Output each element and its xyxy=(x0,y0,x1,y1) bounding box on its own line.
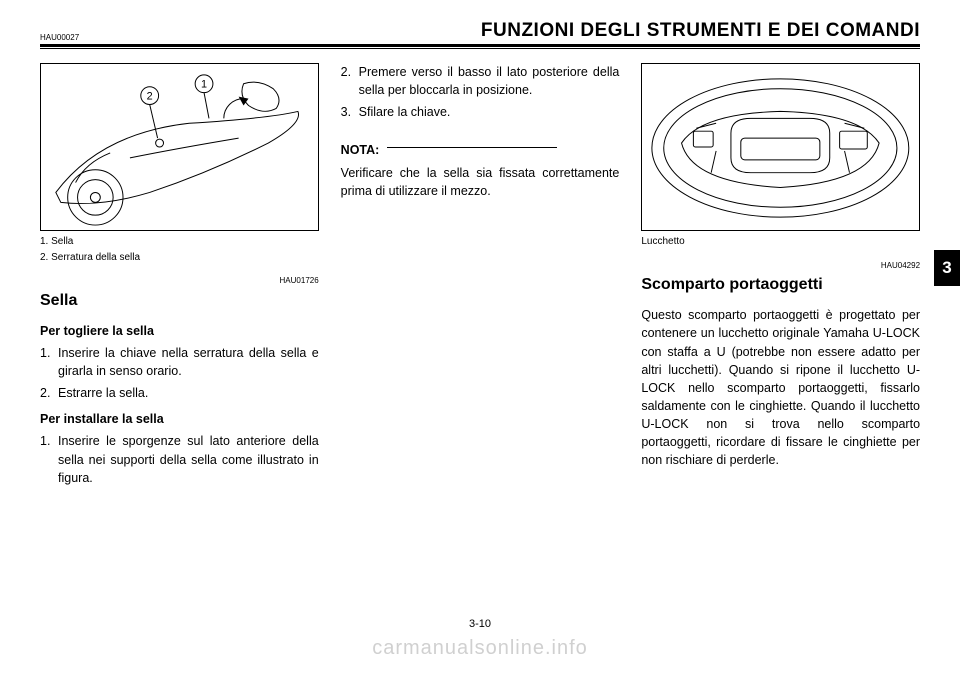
nota-rule xyxy=(387,147,557,148)
ref-code: HAU01726 xyxy=(40,275,319,287)
subsection-heading: Per installare la sella xyxy=(40,410,319,428)
section-heading: Sella xyxy=(40,289,319,312)
nota-text: Verificare che la sella sia fissata corr… xyxy=(341,164,620,200)
step-num: 2. xyxy=(341,63,359,99)
subsection-heading: Per togliere la sella xyxy=(40,322,319,340)
step-item: 2.Estrarre la sella. xyxy=(40,384,319,402)
step-text: Inserire le sporgenze sul lato anteriore… xyxy=(58,432,319,486)
section-heading: Scomparto portaoggetti xyxy=(641,273,920,296)
figure-caption: Lucchetto xyxy=(641,235,920,250)
ref-code: HAU04292 xyxy=(641,260,920,272)
body-paragraph: Questo scomparto portaoggetti è progetta… xyxy=(641,306,920,469)
figure-compartment xyxy=(641,63,920,231)
step-list: 1.Inserire la chiave nella serratura del… xyxy=(40,344,319,402)
nota-label: NOTA: xyxy=(341,141,380,159)
page-number: 3-10 xyxy=(0,618,960,630)
svg-text:1: 1 xyxy=(201,79,207,91)
step-item: 1.Inserire le sporgenze sul lato anterio… xyxy=(40,432,319,486)
step-item: 2.Premere verso il basso il lato posteri… xyxy=(341,63,620,99)
step-item: 3.Sfilare la chiave. xyxy=(341,103,620,121)
column-left: 1 2 1. Sella 2. Serratura della sella H xyxy=(40,63,319,491)
chapter-tab: 3 xyxy=(934,250,960,286)
step-list: 1.Inserire le sporgenze sul lato anterio… xyxy=(40,432,319,486)
caption-line: 1. Sella xyxy=(40,235,319,250)
step-num: 2. xyxy=(40,384,58,402)
column-right: Lucchetto HAU04292 Scomparto portaoggett… xyxy=(641,63,920,491)
caption-line: 2. Serratura della sella xyxy=(40,251,319,266)
step-text: Premere verso il basso il lato posterior… xyxy=(359,63,620,99)
page-title: FUNZIONI DEGLI STRUMENTI E DEI COMANDI xyxy=(481,20,920,42)
step-num: 3. xyxy=(341,103,359,121)
watermark: carmanualsonline.info xyxy=(0,637,960,660)
svg-text:2: 2 xyxy=(147,91,153,103)
step-text: Estrarre la sella. xyxy=(58,384,319,402)
step-text: Sfilare la chiave. xyxy=(359,103,620,121)
step-num: 1. xyxy=(40,432,58,486)
header-rule xyxy=(40,48,920,49)
step-item: 1.Inserire la chiave nella serratura del… xyxy=(40,344,319,380)
step-text: Inserire la chiave nella serratura della… xyxy=(58,344,319,380)
step-list: 2.Premere verso il basso il lato posteri… xyxy=(341,63,620,121)
content-columns: 1 2 1. Sella 2. Serratura della sella H xyxy=(40,63,920,491)
figure-caption: 1. Sella 2. Serratura della sella xyxy=(40,235,319,265)
figure-seat: 1 2 xyxy=(40,63,319,231)
nota-block: NOTA: xyxy=(341,131,620,159)
manual-page: HAU00027 FUNZIONI DEGLI STRUMENTI E DEI … xyxy=(0,0,960,676)
page-header: HAU00027 FUNZIONI DEGLI STRUMENTI E DEI … xyxy=(40,20,920,47)
doc-code: HAU00027 xyxy=(40,33,79,42)
column-middle: 2.Premere verso il basso il lato posteri… xyxy=(341,63,620,491)
step-num: 1. xyxy=(40,344,58,380)
caption-line: Lucchetto xyxy=(641,235,920,250)
